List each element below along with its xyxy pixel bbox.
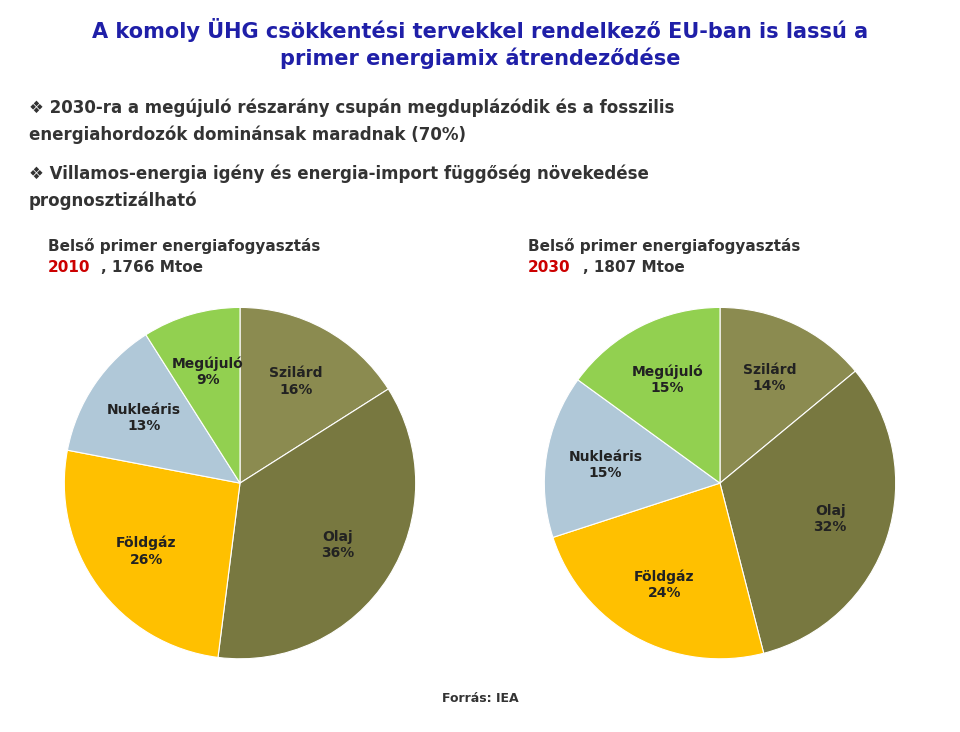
Text: Szilárd
14%: Szilárd 14%	[743, 363, 796, 393]
Text: Olaj
36%: Olaj 36%	[322, 530, 354, 561]
Wedge shape	[578, 307, 720, 483]
Wedge shape	[218, 389, 416, 659]
Wedge shape	[720, 307, 855, 483]
Text: energiahordozók dominánsak maradnak (70%): energiahordozók dominánsak maradnak (70%…	[29, 126, 466, 144]
Text: , 1766 Mtoe: , 1766 Mtoe	[101, 260, 203, 274]
Text: Belső primer energiafogyasztás: Belső primer energiafogyasztás	[48, 238, 321, 254]
Wedge shape	[553, 483, 764, 659]
Text: prognosztizálható: prognosztizálható	[29, 192, 198, 210]
Wedge shape	[67, 335, 240, 483]
Text: Megújuló
9%: Megújuló 9%	[172, 356, 244, 387]
Text: ❖ Villamos-energia igény és energia-import függőség növekedése: ❖ Villamos-energia igény és energia-impo…	[29, 165, 649, 183]
Text: Megújuló
15%: Megújuló 15%	[632, 365, 704, 395]
Wedge shape	[720, 371, 896, 653]
Wedge shape	[240, 307, 389, 483]
Wedge shape	[146, 307, 240, 483]
Text: Földgáz
24%: Földgáz 24%	[634, 569, 694, 600]
Text: 2010: 2010	[48, 260, 90, 274]
Text: Olaj
32%: Olaj 32%	[813, 504, 847, 534]
Wedge shape	[64, 450, 240, 657]
Text: Nukleáris
13%: Nukleáris 13%	[108, 403, 181, 433]
Text: 2030: 2030	[528, 260, 570, 274]
Text: primer energiamix átrendeződése: primer energiamix átrendeződése	[279, 48, 681, 69]
Text: Szilárd
16%: Szilárd 16%	[269, 367, 323, 397]
Text: ❖ 2030-ra a megújuló részarány csupán megduplázódik és a fosszilis: ❖ 2030-ra a megújuló részarány csupán me…	[29, 99, 674, 117]
Text: Nukleáris
15%: Nukleáris 15%	[568, 450, 642, 480]
Text: , 1807 Mtoe: , 1807 Mtoe	[583, 260, 684, 274]
Text: A komoly ÜHG csökkentési tervekkel rendelkező EU-ban is lassú a: A komoly ÜHG csökkentési tervekkel rende…	[92, 18, 868, 42]
Text: Forrás: IEA: Forrás: IEA	[442, 692, 518, 705]
Text: Belső primer energiafogyasztás: Belső primer energiafogyasztás	[528, 238, 801, 254]
Wedge shape	[544, 380, 720, 537]
Text: Földgáz
26%: Földgáz 26%	[116, 536, 177, 567]
